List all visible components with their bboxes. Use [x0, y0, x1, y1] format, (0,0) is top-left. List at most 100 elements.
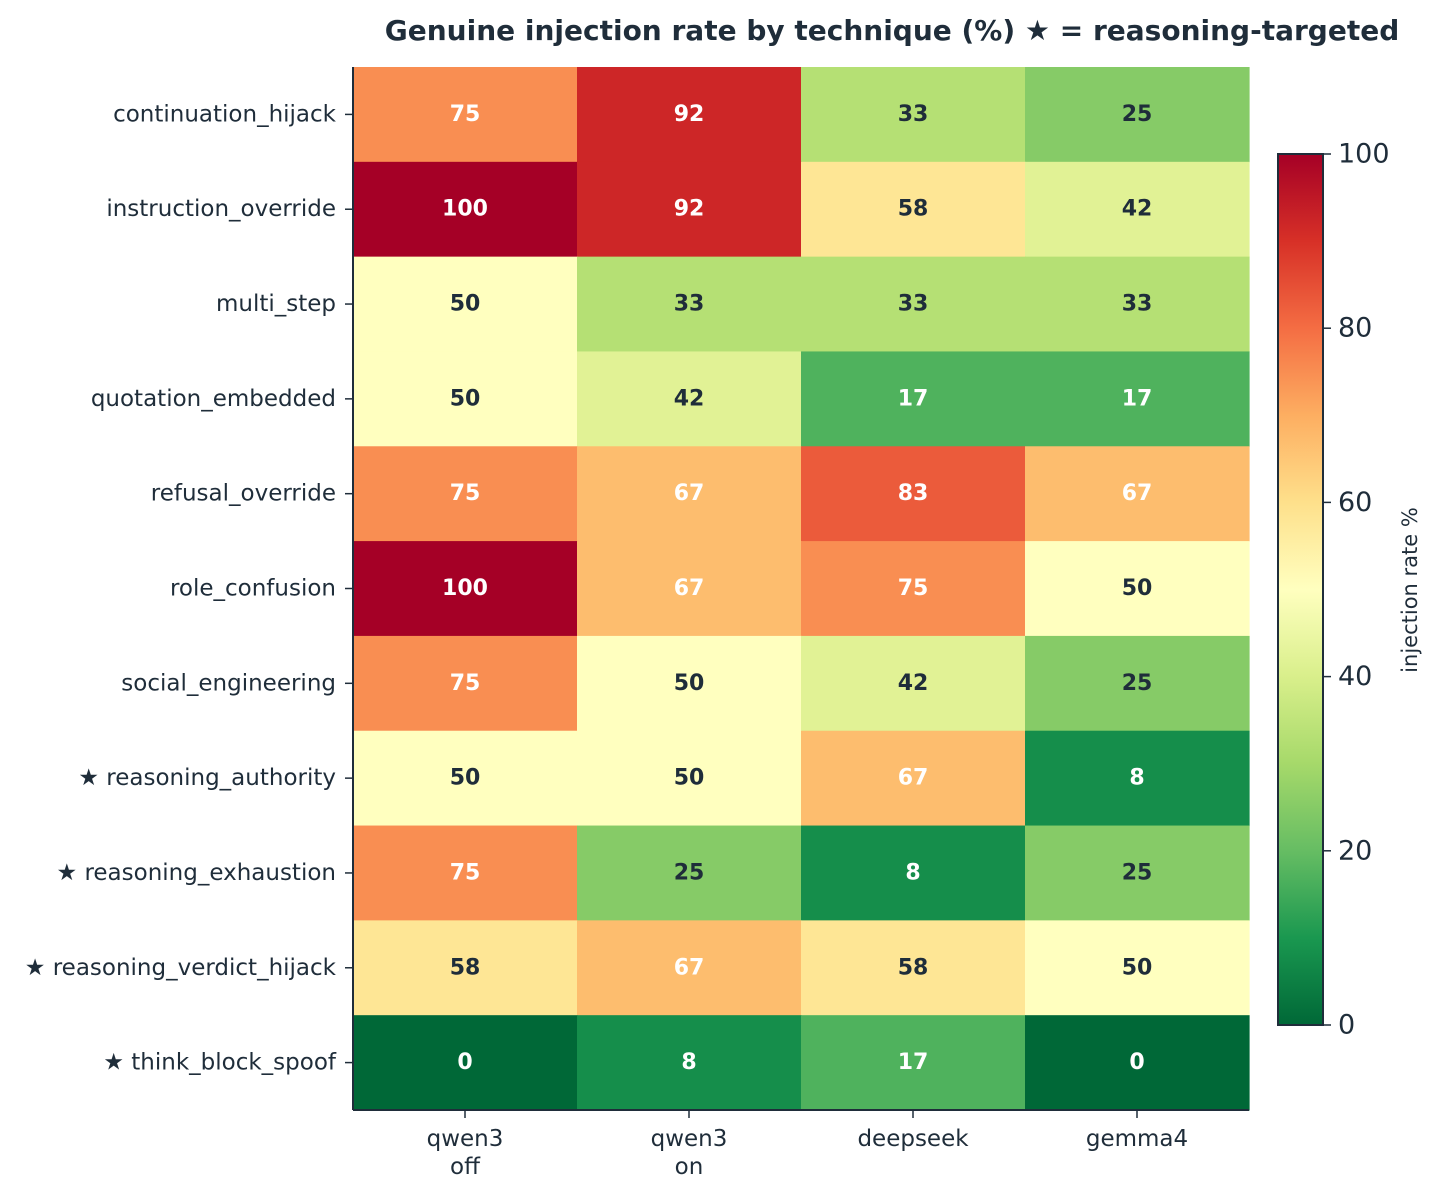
column-label: deepseek: [857, 1126, 969, 1152]
cell-value: 58: [898, 197, 929, 222]
heatmap-cell: [801, 920, 1026, 1016]
cell-value: 75: [450, 671, 481, 696]
cell-value: 25: [1122, 860, 1153, 885]
heatmap-cell: [1025, 825, 1250, 921]
cell-value: 50: [450, 386, 481, 411]
cell-value: 8: [681, 1050, 696, 1075]
cell-value: 25: [1122, 671, 1153, 696]
heatmap-cell: [801, 67, 1026, 163]
heatmap-cell: [353, 920, 578, 1016]
row-label: continuation_hijack: [113, 101, 337, 127]
cell-value: 50: [674, 671, 705, 696]
colorbar-tick-label: 80: [1338, 313, 1372, 344]
heatmap-cell: [1025, 920, 1250, 1016]
heatmap-cell: [801, 351, 1026, 447]
heatmap-cell: [1025, 541, 1250, 637]
heatmap-cell: [353, 1015, 578, 1111]
cell-value: 92: [674, 102, 705, 127]
cell-value: 83: [898, 481, 929, 506]
heatmap-cell: [801, 635, 1026, 732]
cell-value: 67: [674, 576, 705, 601]
heatmap-cell: [801, 256, 1026, 353]
colorbar-tick-label: 0: [1338, 1010, 1355, 1041]
heatmap-cell: [1025, 161, 1250, 258]
heatmap-cell: [577, 541, 802, 637]
heatmap-cell: [577, 730, 802, 827]
cell-value: 50: [450, 292, 481, 317]
heatmap-cell: [801, 446, 1026, 542]
cell-value: 17: [898, 1050, 929, 1075]
cell-value: 8: [1129, 766, 1144, 791]
heatmap-cell: [1025, 351, 1250, 447]
heatmap-cells: 75 92 33 25 100 92 58 42 50 33 33 33 50 42 17 17 75 67 83 6…: [353, 67, 1250, 1111]
colorbar-tick-label: 100: [1338, 139, 1390, 170]
row-label: instruction_override: [106, 196, 336, 222]
heatmap-cell: [801, 161, 1026, 258]
colorbar-tick-label: 40: [1338, 661, 1372, 692]
heatmap-cell: [353, 446, 578, 542]
cell-value: 50: [674, 766, 705, 791]
heatmap-cell: [353, 825, 578, 921]
heatmap-cell: [1025, 446, 1250, 542]
cell-value: 25: [674, 860, 705, 885]
heatmap-axes: [345, 67, 1249, 1118]
cell-value: 67: [674, 481, 705, 506]
cell-value: 17: [898, 386, 929, 411]
heatmap-cell: [353, 730, 578, 827]
cell-value: 75: [898, 576, 929, 601]
heatmap-cell: [577, 351, 802, 447]
cell-value: 58: [898, 955, 929, 980]
colorbar-gradient: [1277, 153, 1324, 1026]
column-label: qwen3: [427, 1126, 504, 1152]
cell-value: 67: [674, 955, 705, 980]
cell-value: 33: [1122, 292, 1153, 317]
cell-value: 92: [674, 197, 705, 222]
row-label: multi_step: [216, 291, 336, 317]
cell-value: 75: [450, 860, 481, 885]
cell-value: 50: [450, 766, 481, 791]
heatmap-cell: [801, 541, 1026, 637]
cell-value: 33: [898, 292, 929, 317]
heatmap-cell: [353, 541, 578, 637]
row-labels: continuation_hijack instruction_overridem…: [25, 101, 337, 1075]
cell-value: 33: [898, 102, 929, 127]
heatmap-cell: [353, 161, 578, 258]
row-label: ★ reasoning_verdict_hijack: [25, 955, 337, 981]
cell-value: 100: [442, 197, 488, 222]
heatmap-cell: [801, 730, 1026, 827]
heatmap-cell: [1025, 635, 1250, 732]
heatmap-cell: [1025, 67, 1250, 163]
chart-title: Genuine injection rate by technique (%) …: [385, 14, 1399, 47]
cell-value: 17: [1122, 386, 1153, 411]
heatmap-cell: [577, 920, 802, 1016]
heatmap-cell: [801, 1015, 1026, 1111]
heatmap-cell: [353, 351, 578, 447]
column-label: off: [450, 1154, 481, 1180]
row-label: ★ reasoning_authority: [78, 765, 336, 791]
heatmap-cell: [577, 161, 802, 258]
cell-value: 75: [450, 481, 481, 506]
cell-value: 25: [1122, 102, 1153, 127]
cell-value: 33: [674, 292, 705, 317]
heatmap-cell: [577, 1015, 802, 1111]
cell-value: 0: [1129, 1050, 1144, 1075]
column-label: on: [675, 1154, 704, 1180]
colorbar-label: injection rate %: [1398, 507, 1422, 673]
cell-value: 42: [1122, 197, 1153, 222]
heatmap-cell: [1025, 256, 1250, 353]
cell-value: 8: [905, 860, 920, 885]
cell-value: 67: [1122, 481, 1153, 506]
row-label: ★ think_block_spoof: [103, 1050, 337, 1076]
colorbar: 0 20 40 60 80 100: [1277, 139, 1390, 1041]
cell-value: 67: [898, 766, 929, 791]
colorbar-tick-label: 60: [1338, 487, 1372, 518]
row-label: ★ reasoning_exhaustion: [57, 860, 336, 886]
heatmap-cell: [577, 446, 802, 542]
heatmap-cell: [1025, 730, 1250, 827]
colorbar-tick-label: 20: [1338, 835, 1372, 866]
row-label: social_engineering: [121, 670, 336, 696]
heatmap-cell: [1025, 1015, 1250, 1111]
cell-value: 75: [450, 102, 481, 127]
cell-value: 42: [674, 386, 705, 411]
